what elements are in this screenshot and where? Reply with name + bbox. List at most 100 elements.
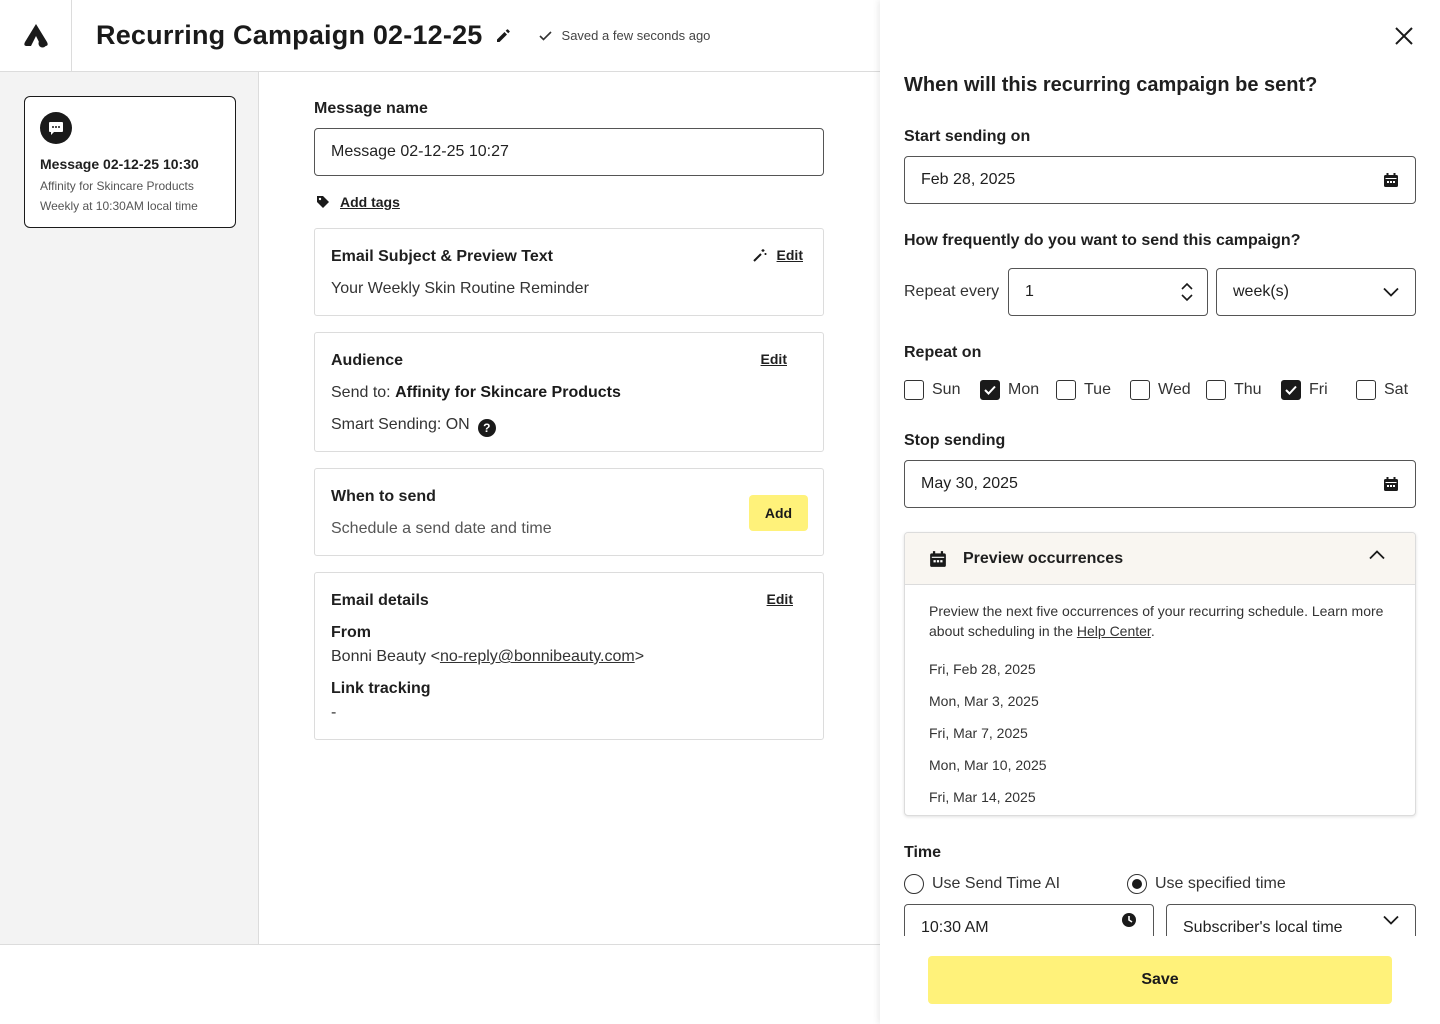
details-edit-link[interactable]: Edit	[766, 591, 793, 607]
stop-date-value: May 30, 2025	[921, 475, 1018, 492]
specified-time-label: Use specified time	[1155, 875, 1286, 892]
message-card[interactable]: Message 02-12-25 10:30 Affinity for Skin…	[24, 96, 236, 228]
send-to-prefix: Send to:	[331, 384, 391, 401]
checkmark-icon	[1285, 385, 1297, 395]
stop-date-input[interactable]: May 30, 2025	[904, 460, 1416, 508]
stepper-arrows-icon[interactable]	[1181, 281, 1193, 303]
day-wed-checkbox[interactable]	[1130, 380, 1150, 400]
message-card-audience: Affinity for Skincare Products	[40, 179, 194, 193]
repeat-every-row: Repeat every 1 week(s)	[904, 268, 1416, 316]
app-logo[interactable]	[0, 0, 72, 72]
repeat-unit-select[interactable]: week(s)	[1216, 268, 1416, 316]
day-sat-label: Sat	[1384, 381, 1409, 398]
audience-card: Audience Edit Send to: Affinity for Skin…	[314, 332, 824, 452]
occurrence-item: Mon, Mar 3, 2025	[929, 693, 1039, 709]
from-email-link[interactable]: no-reply@bonnibeauty.com	[439, 648, 635, 665]
save-status: Saved a few seconds ago	[538, 28, 711, 43]
chevron-up-icon[interactable]	[1369, 550, 1385, 560]
when-card-title: When to send	[331, 488, 436, 505]
calendar-icon	[930, 550, 946, 567]
day-thu-checkbox[interactable]	[1206, 380, 1226, 400]
time-label: Time	[904, 844, 942, 861]
help-center-link[interactable]: Help Center	[1076, 623, 1151, 639]
day-sat-checkbox[interactable]	[1356, 380, 1376, 400]
day-thu-label: Thu	[1234, 381, 1262, 398]
message-name-input[interactable]	[314, 128, 824, 176]
save-status-text: Saved a few seconds ago	[561, 28, 711, 43]
send-time-ai-option[interactable]: Use Send Time AI	[904, 874, 1060, 894]
subject-edit-link[interactable]: Edit	[752, 247, 803, 263]
day-wed-label: Wed	[1158, 381, 1191, 398]
day-sun-label: Sun	[932, 381, 961, 398]
add-tags-label: Add tags	[340, 194, 400, 210]
when-card-text: Schedule a send date and time	[331, 520, 552, 537]
repeat-every-stepper[interactable]: 1	[1008, 268, 1208, 316]
recurring-schedule-panel: When will this recurring campaign be sen…	[880, 0, 1440, 1024]
preview-occurrences-panel: Preview occurrences Preview the next fiv…	[904, 532, 1416, 816]
occurrence-list: Fri, Feb 28, 2025 Mon, Mar 3, 2025 Fri, …	[929, 653, 1391, 813]
edit-title-pencil-icon[interactable]	[495, 28, 511, 44]
day-sun[interactable]: Sun	[904, 380, 960, 400]
campaign-title: Recurring Campaign 02-12-25	[96, 20, 483, 50]
details-card-title: Email details	[331, 592, 429, 609]
preview-occurrences-title: Preview occurrences	[963, 549, 1124, 567]
magic-wand-icon	[752, 249, 767, 262]
save-button[interactable]: Save	[928, 956, 1392, 1004]
day-tue-label: Tue	[1084, 381, 1111, 398]
close-icon[interactable]	[1392, 24, 1416, 48]
bottom-strip	[0, 944, 880, 1024]
day-sat[interactable]: Sat	[1356, 380, 1408, 400]
subject-edit-label: Edit	[776, 247, 803, 263]
repeat-unit-value: week(s)	[1233, 283, 1290, 300]
specified-time-option[interactable]: Use specified time	[1127, 874, 1286, 894]
send-time-ai-radio[interactable]	[904, 874, 924, 894]
day-mon-checkbox[interactable]	[980, 380, 1000, 400]
preview-intro-text: Preview the next five occurrences of you…	[929, 603, 1384, 639]
day-tue[interactable]: Tue	[1056, 380, 1111, 400]
help-question-icon[interactable]: ?	[477, 419, 496, 437]
from-value: Bonni Beauty <no-reply@bonnibeauty.com>	[331, 648, 644, 666]
link-tracking-value: -	[331, 704, 337, 721]
preview-occurrences-body: Preview the next five occurrences of you…	[905, 585, 1415, 815]
occurrence-item: Fri, Mar 7, 2025	[929, 725, 1028, 741]
panel-footer: Save	[880, 936, 1440, 1024]
message-card-schedule: Weekly at 10:30AM local time	[40, 199, 198, 213]
frequency-label: How frequently do you want to send this …	[904, 232, 1301, 249]
add-schedule-button[interactable]: Add	[749, 495, 808, 531]
day-fri-checkbox[interactable]	[1281, 380, 1301, 400]
subject-text: Your Weekly Skin Routine Reminder	[331, 280, 589, 297]
start-date-input[interactable]: Feb 28, 2025	[904, 156, 1416, 204]
timezone-value: Subscriber's local time	[1183, 919, 1343, 936]
start-date-value: Feb 28, 2025	[921, 171, 1016, 188]
preview-intro: Preview the next five occurrences of you…	[929, 601, 1391, 641]
add-tags-link[interactable]: Add tags	[316, 194, 400, 210]
sms-message-icon	[40, 112, 72, 144]
clock-icon[interactable]	[1121, 912, 1137, 928]
day-mon[interactable]: Mon	[980, 380, 1039, 400]
occurrence-item: Fri, Feb 28, 2025	[929, 661, 1036, 677]
message-name-label: Message name	[314, 100, 428, 117]
preview-intro-end: .	[1150, 623, 1155, 639]
link-tracking-label: Link tracking	[331, 680, 431, 697]
start-sending-label: Start sending on	[904, 128, 1031, 145]
day-fri[interactable]: Fri	[1281, 380, 1328, 400]
day-tue-checkbox[interactable]	[1056, 380, 1076, 400]
preview-occurrences-header[interactable]: Preview occurrences	[905, 533, 1415, 585]
stop-sending-label: Stop sending	[904, 432, 1006, 449]
email-details-card: Email details Edit From Bonni Beauty <no…	[314, 572, 824, 740]
time-input[interactable]: 10:30 AM	[904, 904, 1154, 936]
timezone-select[interactable]: Subscriber's local time	[1166, 904, 1416, 936]
from-close: >	[634, 648, 645, 665]
from-label: From	[331, 624, 371, 641]
audience-edit-link[interactable]: Edit	[760, 351, 787, 367]
day-wed[interactable]: Wed	[1130, 380, 1191, 400]
specified-time-radio[interactable]	[1127, 874, 1147, 894]
send-to-value: Affinity for Skincare Products	[395, 384, 621, 401]
send-time-ai-label: Use Send Time AI	[932, 875, 1061, 892]
message-card-name: Message 02-12-25 10:30	[40, 156, 199, 172]
day-thu[interactable]: Thu	[1206, 380, 1262, 400]
day-mon-label: Mon	[1008, 381, 1040, 398]
calendar-icon[interactable]	[1383, 172, 1399, 188]
calendar-icon[interactable]	[1383, 476, 1399, 492]
day-sun-checkbox[interactable]	[904, 380, 924, 400]
